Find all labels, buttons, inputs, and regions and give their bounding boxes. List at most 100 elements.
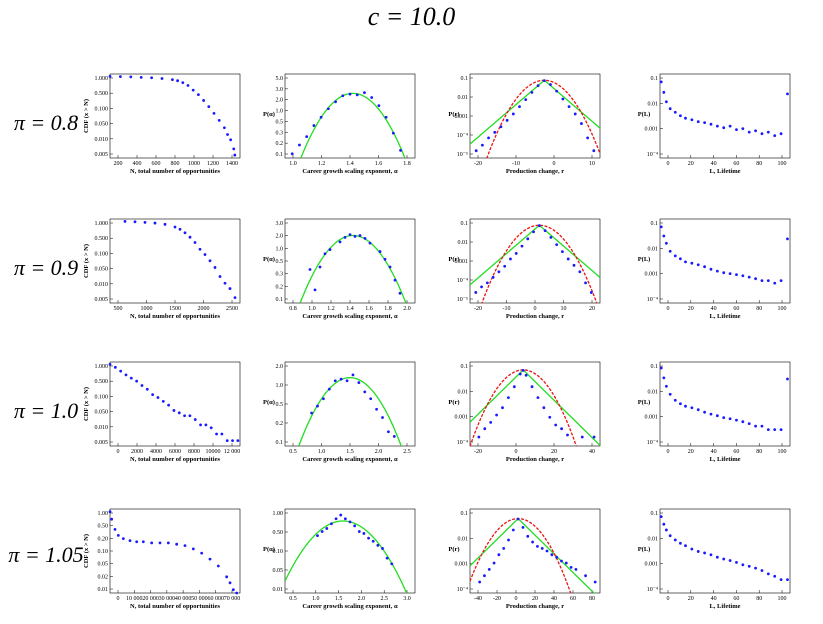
x-tick-label: 1.5 xyxy=(335,596,343,602)
data-point xyxy=(172,409,176,412)
x-tick-label: 2000 xyxy=(131,449,143,455)
data-point xyxy=(474,291,478,294)
data-point xyxy=(355,93,359,97)
data-point xyxy=(161,399,165,403)
row-label: π = 1.0 xyxy=(13,398,79,423)
y-tick-label: 0.01 xyxy=(458,389,469,395)
data-point xyxy=(197,93,200,96)
data-point xyxy=(773,281,777,285)
x-tick-label: 0 xyxy=(553,161,556,167)
data-point xyxy=(186,84,190,87)
y-tick-label: 0.1 xyxy=(276,297,284,303)
data-point xyxy=(333,379,337,383)
data-point xyxy=(218,275,222,278)
data-point xyxy=(139,75,143,79)
data-point xyxy=(232,147,236,151)
data-point xyxy=(536,544,539,548)
y-tick-label: 0.01 xyxy=(648,389,659,395)
data-point xyxy=(555,243,559,247)
data-point xyxy=(345,379,349,383)
data-point xyxy=(226,133,229,136)
data-point xyxy=(348,92,352,96)
x-tick-label: 40 000 xyxy=(175,596,192,602)
data-point xyxy=(696,550,700,553)
x-tick-label: 60 xyxy=(733,449,739,455)
data-point xyxy=(188,414,192,418)
y-axis-label: P(α) xyxy=(263,256,275,263)
red-fit-curve xyxy=(470,369,577,446)
x-tick-label: 0 xyxy=(515,596,518,602)
x-tick-label: 10000 xyxy=(206,449,221,455)
data-point xyxy=(662,376,666,380)
data-point xyxy=(176,79,179,83)
row-label: π = 1.05 xyxy=(8,542,84,567)
data-point xyxy=(747,275,751,279)
data-point xyxy=(477,435,481,439)
data-point xyxy=(381,416,384,419)
y-tick-label: 0.5 xyxy=(276,259,284,265)
data-point xyxy=(129,376,133,380)
y-tick-label: 10⁻⁴ xyxy=(647,587,658,593)
data-point xyxy=(497,553,501,557)
data-point xyxy=(722,126,726,130)
data-point xyxy=(341,94,345,98)
data-point xyxy=(330,522,333,526)
data-point xyxy=(183,414,186,418)
y-tick-label: 2.0 xyxy=(276,364,284,370)
data-point xyxy=(216,564,220,568)
data-point xyxy=(709,122,713,126)
data-point xyxy=(572,263,576,267)
data-point xyxy=(668,534,672,538)
x-tick-label: 1.6 xyxy=(375,161,383,167)
data-point xyxy=(128,539,132,543)
data-point xyxy=(662,522,666,526)
x-tick-label: 1.4 xyxy=(346,161,354,167)
x-tick-label: 10 xyxy=(561,306,567,312)
data-point xyxy=(150,76,153,80)
y-tick-label: 2.0 xyxy=(276,234,284,240)
data-point xyxy=(773,428,777,432)
y-tick-label: 5.0 xyxy=(276,76,284,82)
y-tick-label: 1.00 xyxy=(273,511,284,517)
chart-panel: 0 2000 4000 6000 8000 10000 12 000 1.000 0.500 0.… xyxy=(83,361,241,463)
data-point xyxy=(664,384,668,388)
data-point xyxy=(108,510,112,514)
y-tick-label: 0.005 xyxy=(95,297,109,303)
data-point xyxy=(536,84,540,88)
data-point xyxy=(357,530,361,533)
data-point xyxy=(478,580,482,584)
y-tick-label: 0.01 xyxy=(458,240,469,246)
data-point xyxy=(684,404,687,408)
x-tick-label: 0 xyxy=(667,596,670,602)
red-fit-curve xyxy=(470,517,572,593)
data-point xyxy=(178,227,182,231)
data-point xyxy=(560,559,563,563)
x-tick-label: 40 xyxy=(711,596,717,602)
data-point xyxy=(728,272,732,276)
data-point xyxy=(715,124,719,128)
y-tick-label: 0.01 xyxy=(98,587,109,593)
data-point xyxy=(113,528,117,531)
y-tick-label: 0.10 xyxy=(98,549,109,555)
data-point xyxy=(150,541,154,545)
plot-frame xyxy=(469,361,601,447)
data-point xyxy=(334,100,337,104)
data-point xyxy=(722,416,726,420)
data-point xyxy=(722,557,726,561)
data-point xyxy=(543,229,547,233)
data-point xyxy=(199,423,202,427)
data-point xyxy=(573,112,577,116)
chart-panel: 0.5 1.0 1.5 2.0 2.5 2.0 1.0 0.5 0.2 0.1 Career gro… xyxy=(263,361,416,463)
data-point xyxy=(357,381,361,384)
data-point xyxy=(549,83,552,86)
data-point xyxy=(664,241,668,245)
x-tick-label: -20 xyxy=(474,306,482,312)
x-tick-label: 40 xyxy=(711,306,717,312)
data-point xyxy=(141,540,145,544)
chart-panel: -20 0 20 40 0.1 0.01 0.001 10⁻⁴ Production chang… xyxy=(448,361,601,463)
x-tick-label: 80 xyxy=(756,306,762,312)
y-tick-label: 0.050 xyxy=(95,122,109,128)
data-point xyxy=(198,247,202,251)
data-point xyxy=(690,118,694,122)
y-tick-label: 0.05 xyxy=(98,562,109,568)
